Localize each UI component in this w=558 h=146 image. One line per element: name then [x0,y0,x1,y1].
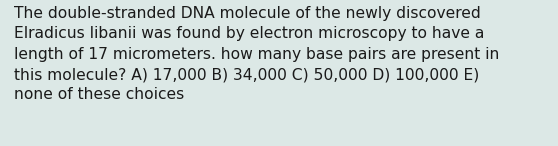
Text: The double-stranded DNA molecule of the newly discovered
Elradicus libanii was f: The double-stranded DNA molecule of the … [14,6,499,102]
